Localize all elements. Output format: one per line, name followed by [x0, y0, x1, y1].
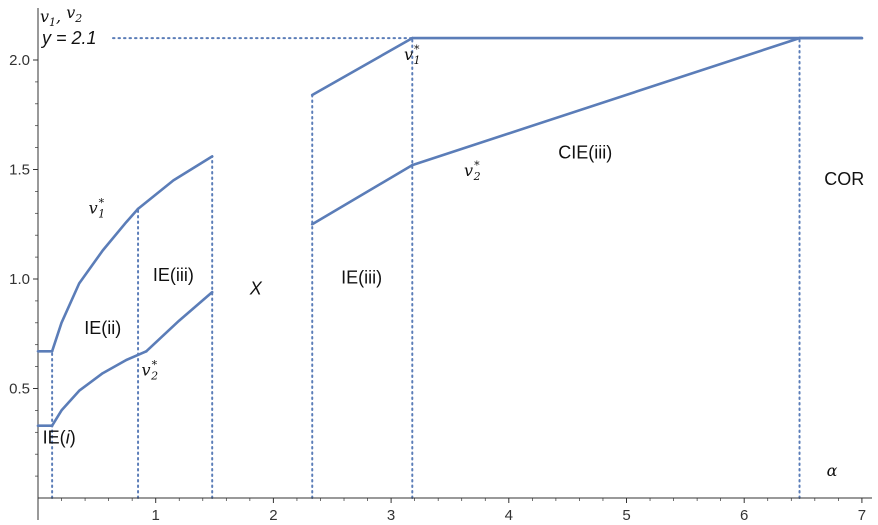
x-tick-label: 7 [858, 507, 866, 524]
annotation-ie-iii-2: IE(iii) [341, 267, 382, 287]
series-1-segment [50, 207, 140, 353]
x-tick-label: 1 [152, 507, 160, 524]
y-tick-label: 0.5 [9, 381, 30, 398]
x-tick-label: 2 [269, 507, 277, 524]
series-2-segment [145, 290, 214, 353]
dotted-guides [51, 37, 801, 499]
x-tick-label: 4 [505, 507, 513, 524]
series-2-segment [310, 163, 414, 226]
labels: 1 2 3 4 5 6 7 0.5 1.0 1.5 2.0 IE(i) IE(ii) IE(iii) X IE… [9, 3, 866, 524]
annotation-ie-iii-1: IE(iii) [153, 265, 194, 285]
y-tick-label: 1.5 [9, 162, 30, 179]
series-1-segment [310, 36, 414, 97]
annotation-ie-ii: IE(ii) [84, 318, 121, 338]
series-2-segment [50, 349, 148, 428]
x-tick-label: 5 [622, 507, 630, 524]
annotation-cie-iii: CIE(iii) [558, 143, 612, 163]
var-label-v2-star-left: v* 2 [142, 358, 159, 382]
var-label-v1-star-right: v* 1 [404, 43, 421, 67]
series-1-segment [136, 155, 214, 211]
x-tick-label: 6 [740, 507, 748, 524]
y-tick-label: 1.0 [9, 271, 30, 288]
axes [37, 8, 872, 520]
annotation-x-region: X [249, 278, 263, 298]
var-label-v1-star-left: v* 1 [89, 196, 106, 220]
var-label-v2-star-right: v* 2 [464, 159, 481, 183]
x-axis-label: α [827, 461, 838, 480]
tick-marks [33, 59, 863, 503]
y-tick-label: 2.0 [9, 52, 30, 69]
series-lines [36, 36, 864, 428]
series-2-segment [410, 36, 801, 167]
annotation-ie-i: IE(i) [43, 427, 76, 447]
x-tick-label: 3 [387, 507, 395, 524]
reference-line-label: y = 2.1 [40, 28, 97, 48]
annotation-cor: COR [824, 169, 864, 189]
y-axis-label: v1, v2 [40, 3, 82, 29]
